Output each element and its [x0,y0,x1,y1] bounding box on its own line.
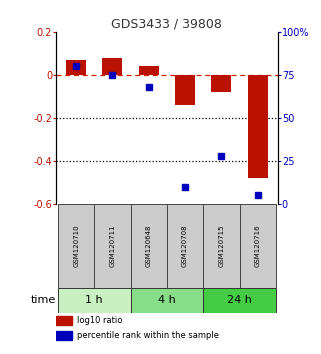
Bar [139,66,159,75]
Text: GSM120711: GSM120711 [109,224,116,267]
Bar [212,75,231,92]
Bar [175,75,195,105]
Text: GSM120648: GSM120648 [146,225,152,267]
Bar [102,58,122,75]
Text: 1 h: 1 h [85,295,103,306]
Text: time: time [31,295,56,306]
Bar [56,316,72,325]
Text: 24 h: 24 h [227,295,252,306]
Bar [131,204,167,288]
Text: GSM120710: GSM120710 [73,224,79,267]
Bar [203,288,276,313]
Text: log10 ratio: log10 ratio [76,316,122,325]
Bar [56,331,72,340]
Bar [66,60,86,75]
Bar [58,288,131,313]
Text: GSM120716: GSM120716 [255,224,261,267]
Text: 4 h: 4 h [158,295,176,306]
Bar [94,204,131,288]
Text: percentile rank within the sample: percentile rank within the sample [76,331,219,340]
Bar [131,288,203,313]
Bar [58,204,94,288]
Title: GDS3433 / 39808: GDS3433 / 39808 [111,18,222,31]
Bar [248,75,268,178]
Bar [203,204,239,288]
Bar [167,204,203,288]
Text: GSM120715: GSM120715 [218,225,224,267]
Text: GSM120708: GSM120708 [182,224,188,267]
Bar [239,204,276,288]
